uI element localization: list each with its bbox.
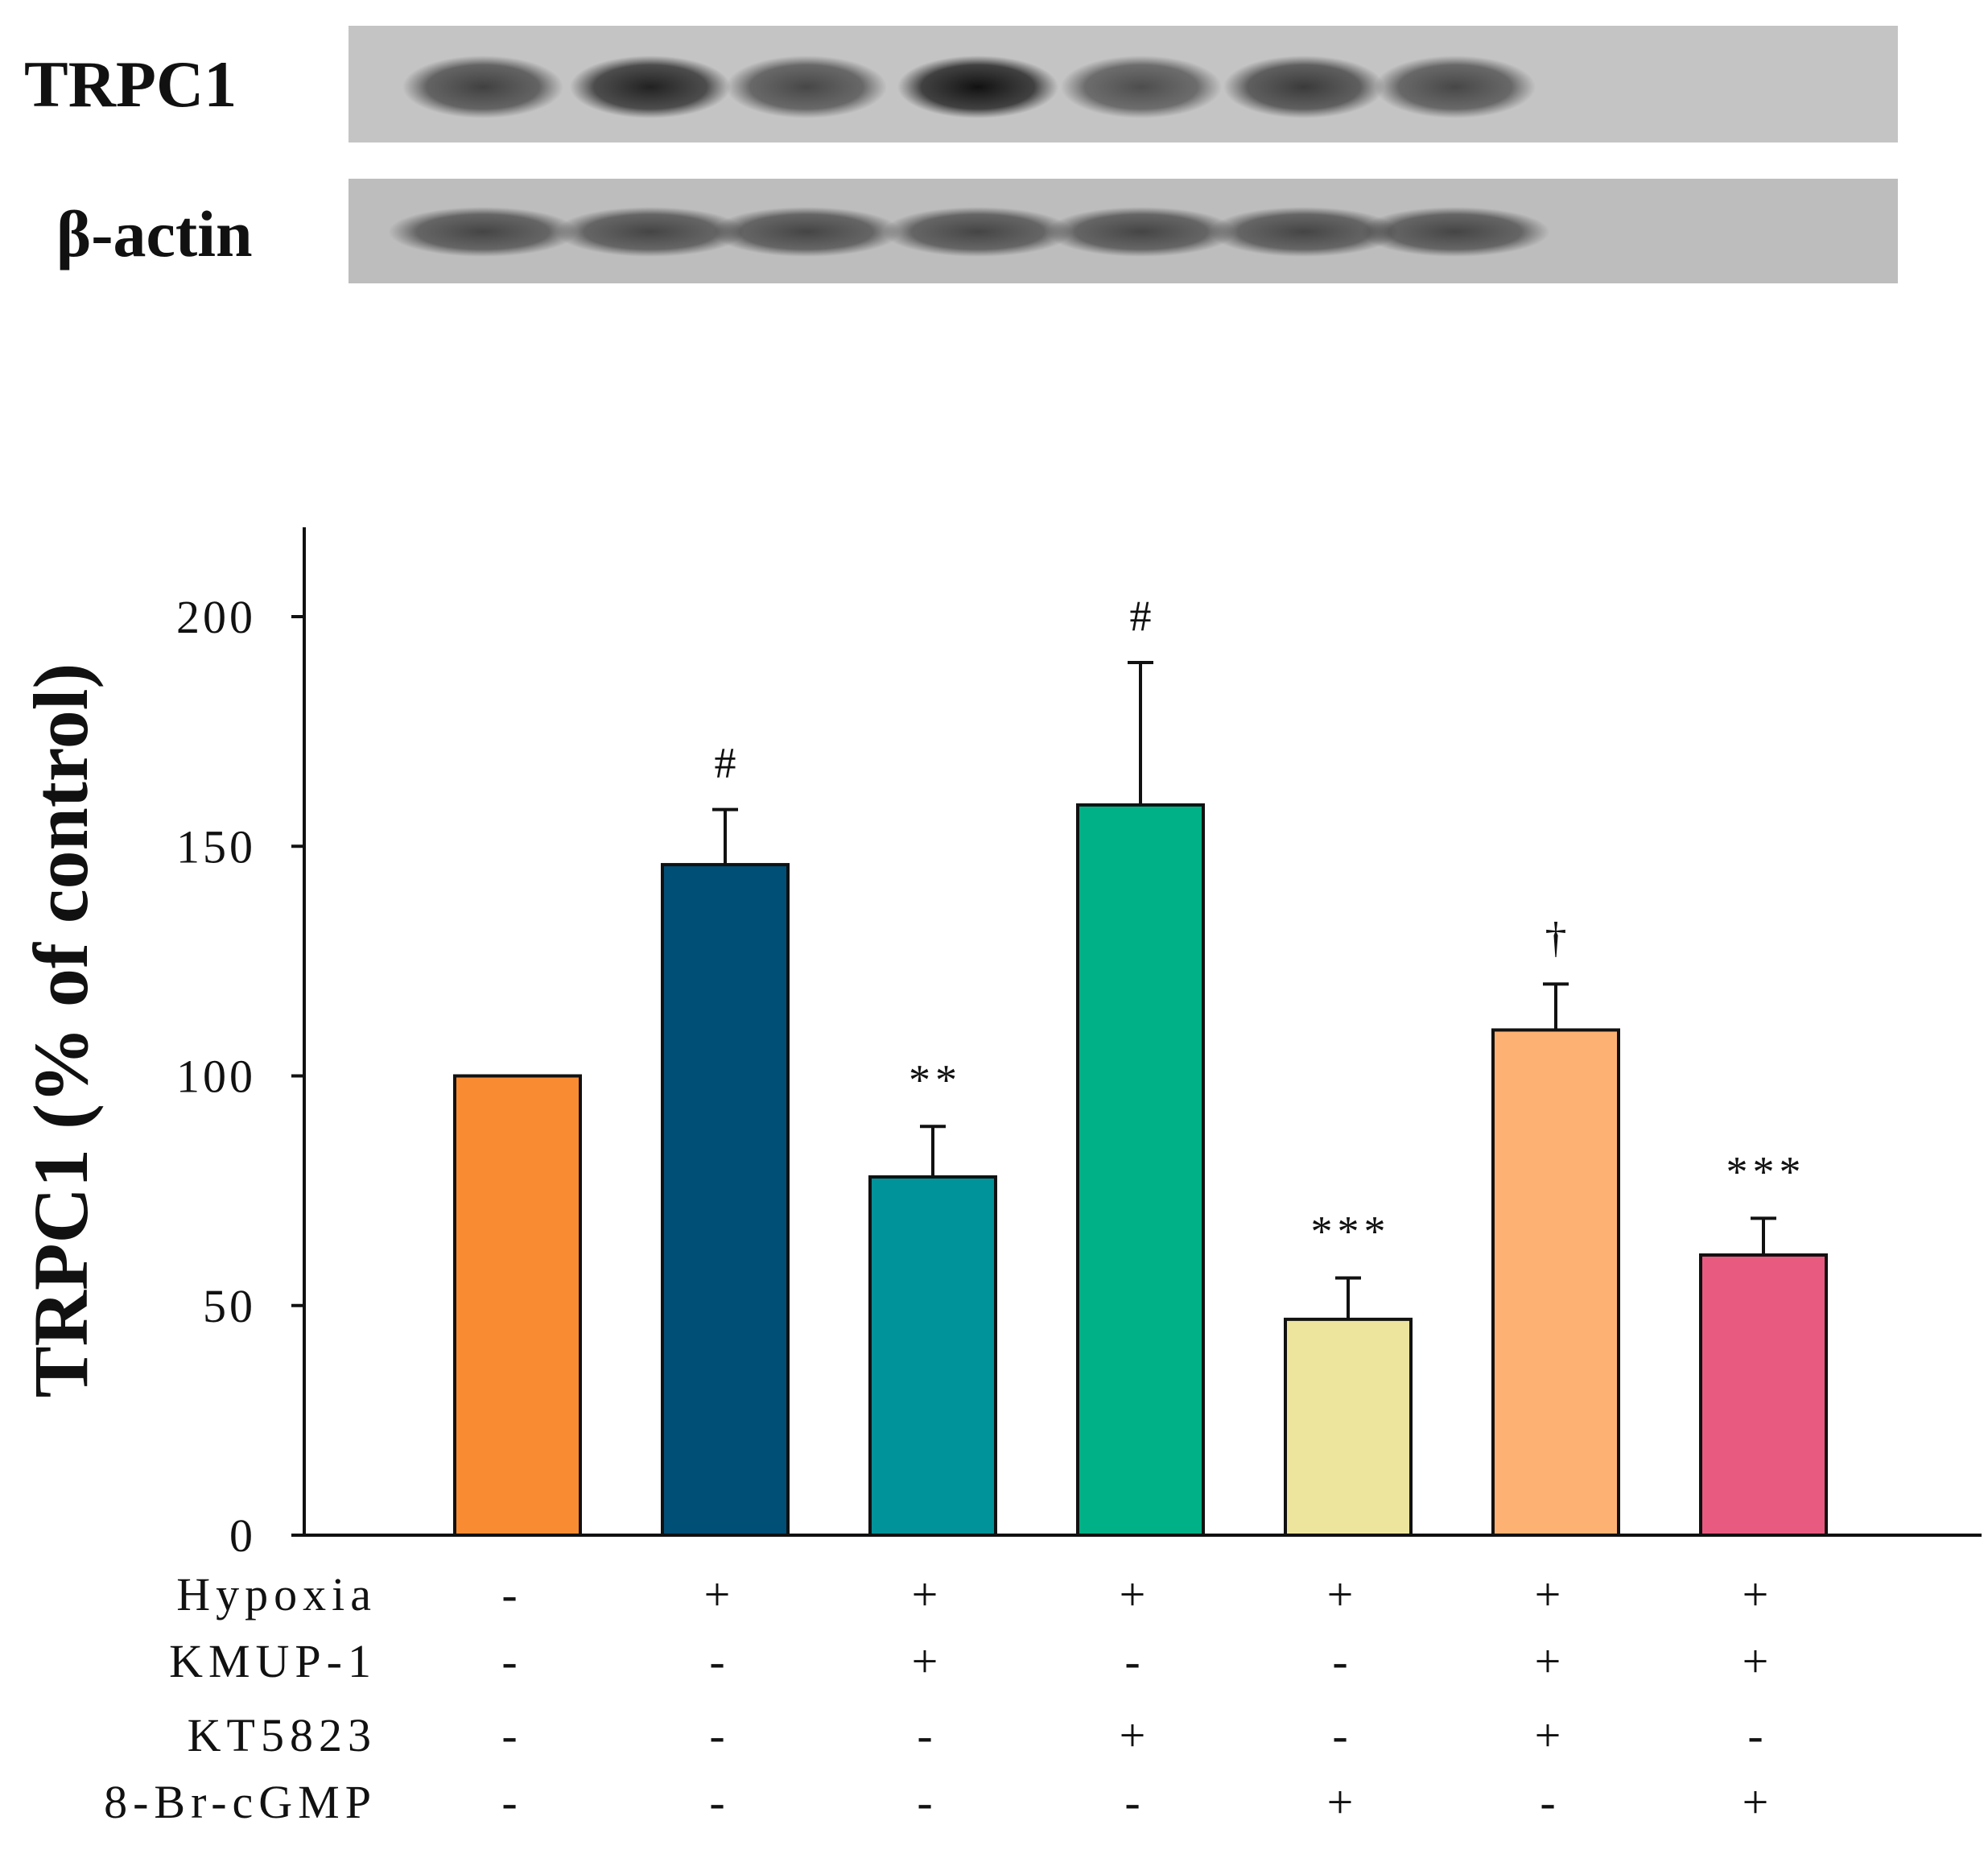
- blot-band: [1209, 207, 1399, 257]
- condition-sign: -: [1124, 1776, 1140, 1828]
- condition-sign: -: [1332, 1709, 1347, 1761]
- bars: [453, 803, 1828, 1537]
- condition-sign: +: [1535, 1709, 1561, 1761]
- condition-sign: +: [704, 1568, 731, 1620]
- y-tick-label: 150: [176, 820, 256, 873]
- significance-annotations: # ** # *** † ***: [715, 592, 1806, 1256]
- error-bar-3: [920, 1125, 946, 1178]
- condition-label: Hypoxia: [176, 1568, 377, 1620]
- condition-sign: +: [1743, 1568, 1769, 1620]
- bar-1: [453, 1074, 582, 1537]
- error-bar-7: [1751, 1216, 1776, 1255]
- error-bar-6: [1543, 982, 1569, 1030]
- bar-7: [1699, 1253, 1828, 1537]
- condition-sign: -: [917, 1776, 932, 1828]
- annotation-7: ***: [1726, 1147, 1806, 1195]
- blot-band: [555, 207, 745, 257]
- error-bar-2: [712, 807, 738, 865]
- western-blot: TRPC1 β-actin: [24, 26, 1898, 283]
- bar-2: [661, 863, 790, 1537]
- annotation-4: #: [1130, 592, 1157, 640]
- blot-band: [726, 56, 887, 118]
- condition-sign: -: [709, 1635, 724, 1687]
- blot-bands-trpc1: [402, 56, 1536, 118]
- y-tick-label: 0: [229, 1509, 256, 1562]
- condition-label: 8-Br-cGMP: [104, 1776, 377, 1828]
- annotation-3: **: [909, 1055, 962, 1104]
- blot-band: [402, 56, 563, 118]
- bar-5: [1284, 1317, 1413, 1537]
- condition-sign: -: [501, 1568, 517, 1620]
- condition-label: KMUP-1: [169, 1635, 377, 1687]
- condition-label: KT5823: [188, 1709, 377, 1761]
- blot-band: [570, 56, 731, 118]
- blot-band: [1046, 207, 1236, 257]
- y-axis-label: TRPC1 (% of control): [18, 663, 104, 1398]
- blot-band: [883, 207, 1073, 257]
- blot-band: [1360, 207, 1550, 257]
- y-tick-label: 100: [176, 1051, 256, 1103]
- bar-4: [1076, 803, 1205, 1537]
- condition-sign: +: [1743, 1776, 1769, 1828]
- condition-sign: -: [501, 1776, 517, 1828]
- bar-chart: 0 50 100 150 200 TRPC1 (% of control) # ** # **…: [18, 527, 1982, 1562]
- y-tick-label: 200: [176, 591, 256, 643]
- blot-band: [1061, 56, 1222, 118]
- condition-sign: -: [1540, 1776, 1555, 1828]
- blot-band: [711, 207, 901, 257]
- y-tick-label: 50: [203, 1280, 256, 1332]
- condition-sign: -: [1747, 1709, 1763, 1761]
- condition-sign: +: [1120, 1709, 1146, 1761]
- condition-sign: -: [1332, 1635, 1347, 1687]
- blot-bands-beta-actin: [388, 207, 1550, 257]
- error-bar-4: [1128, 661, 1153, 805]
- bar-3: [868, 1175, 997, 1537]
- condition-sign: -: [501, 1709, 517, 1761]
- condition-sign: -: [709, 1776, 724, 1828]
- condition-sign: -: [709, 1709, 724, 1761]
- condition-sign: +: [912, 1568, 938, 1620]
- blot-label-beta-actin: β-actin: [56, 197, 253, 270]
- bar-6: [1491, 1028, 1620, 1537]
- treatment-conditions: Hypoxia - + + + + + + KMUP-1 - - + - - + + KT5823 - - - + - + -…: [104, 1568, 1768, 1828]
- annotation-5: ***: [1311, 1208, 1391, 1256]
- condition-sign: +: [1327, 1776, 1354, 1828]
- condition-sign: +: [1535, 1635, 1561, 1687]
- condition-sign: -: [917, 1709, 932, 1761]
- blot-label-trpc1: TRPC1: [24, 47, 237, 121]
- error-bars: [712, 661, 1776, 1319]
- blot-band: [388, 207, 578, 257]
- annotation-6: †: [1545, 913, 1572, 961]
- blot-band: [1375, 56, 1536, 118]
- condition-sign: -: [1124, 1635, 1140, 1687]
- condition-sign: +: [912, 1635, 938, 1687]
- blot-band: [1223, 56, 1384, 118]
- condition-sign: +: [1327, 1568, 1354, 1620]
- annotation-2: #: [715, 739, 741, 787]
- condition-sign: +: [1120, 1568, 1146, 1620]
- y-ticks: 0 50 100 150 200: [176, 591, 304, 1562]
- condition-sign: -: [501, 1635, 517, 1687]
- error-bar-5: [1335, 1276, 1361, 1319]
- condition-sign: +: [1743, 1635, 1769, 1687]
- condition-sign: +: [1535, 1568, 1561, 1620]
- blot-band: [897, 56, 1058, 118]
